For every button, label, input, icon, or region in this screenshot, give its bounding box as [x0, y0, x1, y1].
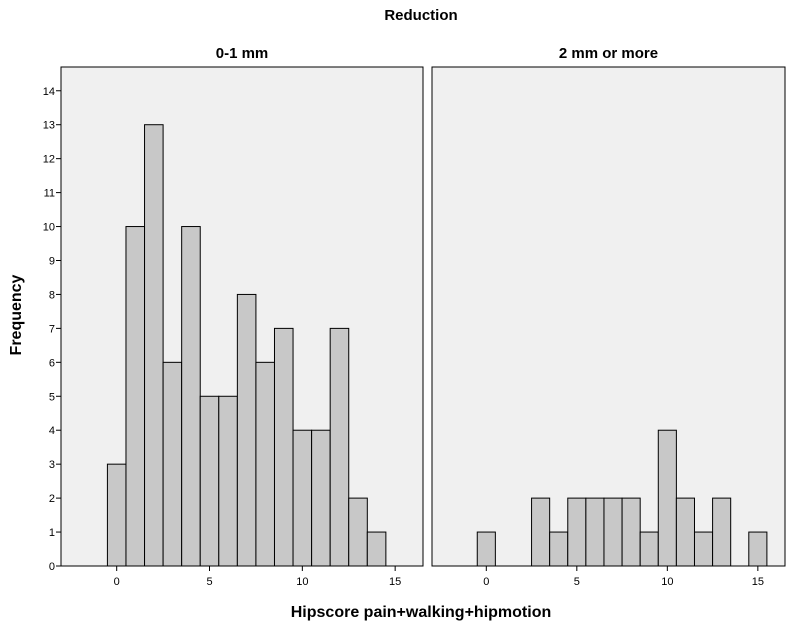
histogram-bar	[531, 497, 551, 567]
histogram-bar	[329, 327, 350, 567]
histogram-bar	[675, 497, 695, 567]
panel-title: 2 mm or more	[559, 45, 658, 62]
histogram-bar	[693, 531, 714, 567]
chart-title: Reduction	[384, 7, 457, 24]
x-tick-label: 5	[206, 576, 212, 588]
y-axis-title: Frequency	[8, 274, 25, 355]
histogram-bar	[162, 361, 183, 567]
x-tick-label: 10	[661, 576, 673, 588]
panel-1: 2 mm or more 0 5 10 15	[431, 45, 786, 588]
panel-background	[431, 66, 786, 567]
histogram-bar	[255, 361, 275, 567]
histogram-bar	[144, 124, 164, 567]
y-tick-label: 5	[49, 391, 55, 403]
histogram-bar	[657, 429, 677, 567]
y-tick-label: 10	[43, 222, 55, 234]
histogram-bar	[603, 497, 623, 567]
x-tick-label: 0	[114, 576, 120, 588]
histogram-bar	[639, 531, 659, 567]
histogram-bar	[181, 226, 201, 567]
histogram-bar	[712, 497, 732, 567]
y-tick-label: 13	[43, 120, 55, 132]
y-tick-label: 0	[49, 561, 55, 573]
panel-title: 0-1 mm	[216, 45, 269, 62]
histogram-bar	[199, 395, 220, 567]
histogram-bar	[476, 531, 496, 567]
x-tick-label: 0	[483, 576, 489, 588]
x-axis-title: Hipscore pain+walking+hipmotion	[291, 604, 551, 621]
y-tick-label: 7	[49, 323, 55, 335]
x-tick-label: 15	[752, 576, 764, 588]
y-tick-label: 9	[49, 255, 55, 267]
x-tick-label: 10	[296, 576, 308, 588]
panel-0: 0-1 mm 0 5 10 15	[60, 45, 424, 588]
histogram-bar	[366, 531, 387, 567]
histogram-bar	[311, 429, 331, 567]
histogram-bar	[621, 497, 641, 567]
histogram-bar	[273, 327, 294, 567]
x-tick-label: 15	[389, 576, 401, 588]
histogram-bar	[125, 226, 146, 567]
histogram-bar	[348, 497, 368, 567]
histogram-bar	[106, 463, 127, 567]
x-tick-label: 5	[574, 576, 580, 588]
y-tick-label: 4	[49, 425, 55, 437]
histogram-bar	[567, 497, 587, 567]
y-tick-label: 2	[49, 493, 55, 505]
y-tick-label: 1	[49, 527, 55, 539]
y-tick-label: 11	[44, 188, 55, 200]
histogram-bar	[236, 293, 257, 567]
histogram-bar	[585, 497, 605, 567]
histogram-bar	[748, 531, 768, 567]
y-tick-label: 3	[49, 459, 55, 471]
y-tick-label: 12	[43, 154, 55, 166]
histogram-bar	[292, 429, 313, 567]
histogram-bar	[549, 531, 569, 567]
y-tick-label: 8	[49, 289, 55, 301]
histogram-bar	[218, 395, 238, 567]
y-tick-label: 14	[43, 86, 55, 98]
y-tick-label: 6	[49, 357, 55, 369]
